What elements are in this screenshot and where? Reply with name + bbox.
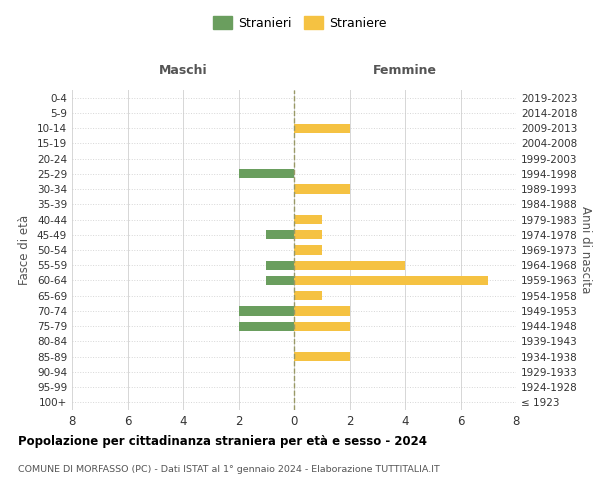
Y-axis label: Anni di nascita: Anni di nascita <box>578 206 592 294</box>
Bar <box>294 352 350 361</box>
Bar <box>239 306 294 316</box>
Bar <box>266 230 294 239</box>
Bar <box>294 246 322 254</box>
Bar <box>266 260 294 270</box>
Text: Popolazione per cittadinanza straniera per età e sesso - 2024: Popolazione per cittadinanza straniera p… <box>18 435 427 448</box>
Legend: Stranieri, Straniere: Stranieri, Straniere <box>208 11 392 35</box>
Bar <box>294 124 350 132</box>
Bar <box>294 291 322 300</box>
Bar <box>239 322 294 331</box>
Bar <box>294 215 322 224</box>
Text: COMUNE DI MORFASSO (PC) - Dati ISTAT al 1° gennaio 2024 - Elaborazione TUTTITALI: COMUNE DI MORFASSO (PC) - Dati ISTAT al … <box>18 465 440 474</box>
Bar <box>294 306 350 316</box>
Text: Maschi: Maschi <box>158 64 208 78</box>
Bar <box>294 322 350 331</box>
Bar <box>294 276 488 285</box>
Bar <box>239 169 294 178</box>
Bar <box>294 184 350 194</box>
Y-axis label: Fasce di età: Fasce di età <box>19 215 31 285</box>
Bar <box>294 260 405 270</box>
Bar <box>266 276 294 285</box>
Bar <box>294 230 322 239</box>
Text: Femmine: Femmine <box>373 64 437 78</box>
